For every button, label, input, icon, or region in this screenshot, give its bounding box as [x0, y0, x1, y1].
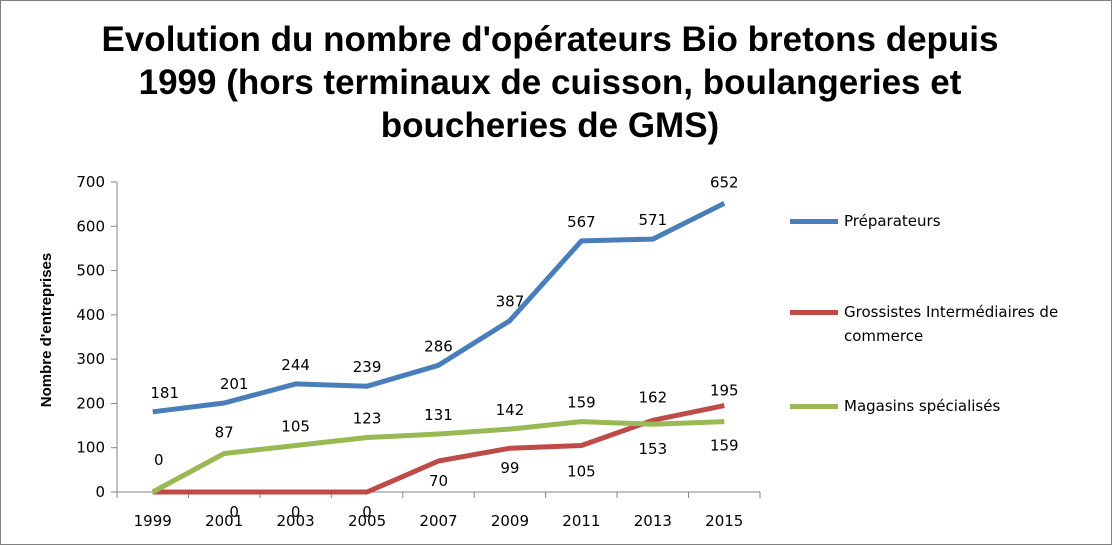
y-tick-label: 0: [95, 483, 105, 501]
data-label-preparateurs: 571: [639, 211, 668, 229]
data-label-magasins: 153: [639, 440, 668, 458]
x-tick-label: 2015: [705, 512, 743, 530]
x-tick-label: 2005: [348, 512, 386, 530]
data-label-magasins: 142: [496, 401, 525, 419]
data-label-magasins: 131: [424, 406, 453, 424]
data-label-grossistes: 0: [229, 503, 239, 521]
legend-label-grossistes-line-1: Grossistes Intermédiaires de: [844, 303, 1059, 321]
legend-label-magasins: Magasins spécialisés: [844, 397, 1001, 415]
x-tick-label: 2011: [562, 512, 600, 530]
x-tick-label: 2007: [419, 512, 457, 530]
data-label-preparateurs: 181: [150, 384, 179, 402]
x-tick-label: 1999: [134, 512, 172, 530]
data-label-grossistes: 162: [639, 388, 668, 406]
chart-title-line-3: boucheries de GMS): [380, 106, 720, 145]
data-label-preparateurs: 239: [353, 358, 382, 376]
legend-swatch-magasins: [790, 404, 838, 409]
data-label-grossistes: 70: [429, 472, 448, 490]
data-label-magasins: 159: [710, 437, 739, 455]
y-tick-label: 300: [76, 350, 105, 368]
data-label-preparateurs: 201: [220, 375, 249, 393]
y-tick-label: 700: [76, 173, 105, 191]
series-line-magasins: [151, 419, 725, 495]
chart-title: Evolution du nombre d'opérateurs Bio bre…: [100, 18, 1000, 147]
data-label-magasins: 87: [215, 423, 234, 441]
y-tick-label: 100: [76, 439, 105, 457]
data-label-grossistes: 99: [500, 459, 519, 477]
series-lines: [151, 201, 726, 495]
data-label-preparateurs: 387: [496, 293, 525, 311]
data-label-magasins: 159: [567, 394, 596, 412]
y-tick-label: 500: [76, 262, 105, 280]
data-label-grossistes: 0: [154, 451, 164, 469]
data-label-preparateurs: 652: [710, 173, 739, 191]
data-label-preparateurs: 567: [567, 213, 596, 231]
data-label-grossistes: 0: [291, 503, 301, 521]
series-line-grossistes: [152, 403, 725, 495]
y-tick-label: 400: [76, 306, 105, 324]
data-label-grossistes: 0: [362, 503, 372, 521]
data-label-grossistes: 195: [710, 382, 739, 400]
y-tick-label: 600: [76, 217, 105, 235]
series-line-preparateurs: [152, 201, 726, 415]
x-tick-label: 2001: [205, 512, 243, 530]
data-label-preparateurs: 286: [424, 337, 453, 355]
y-axis-label: Nombre d'entreprises: [38, 253, 55, 407]
data-label-magasins: 123: [353, 410, 382, 428]
y-tick-label: 200: [76, 394, 105, 412]
x-tick-label: 2003: [277, 512, 315, 530]
legend-swatch-preparateurs: [790, 219, 838, 224]
chart-title-line-2: 1999 (hors terminaux de cuisson, boulang…: [138, 63, 962, 102]
data-labels: 181 201 244 239 286 387 567 571 652 0 0 0 0 70 99 105 16…: [150, 173, 738, 521]
data-label-magasins: 105: [281, 418, 310, 436]
legend-swatch-grossistes: [790, 310, 838, 315]
legend-label-grossistes-line-2: commerce: [844, 327, 924, 345]
data-label-preparateurs: 244: [281, 356, 310, 374]
chart-title-line-1: Evolution du nombre d'opérateurs Bio bre…: [101, 20, 999, 59]
x-tick-label: 2013: [634, 512, 672, 530]
legend-label-preparateurs: Préparateurs: [844, 212, 941, 230]
data-label-grossistes: 105: [567, 463, 596, 481]
x-tick-label: 2009: [491, 512, 529, 530]
